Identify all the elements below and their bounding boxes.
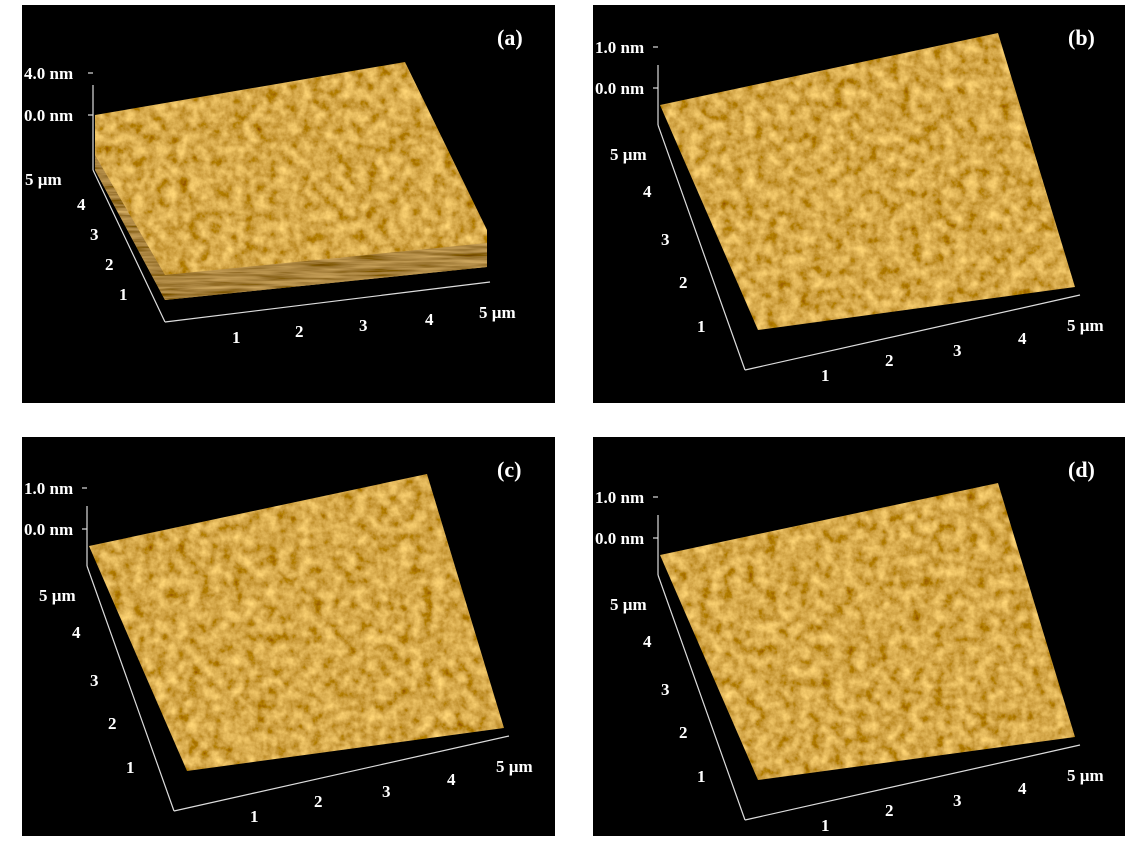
surface bbox=[89, 474, 504, 771]
y-axis bbox=[92, 169, 166, 323]
x-tick-label: 1 bbox=[250, 807, 259, 826]
y-tick-label: 5 µm bbox=[610, 145, 647, 164]
surface bbox=[95, 62, 487, 300]
x-tick-label: 2 bbox=[295, 322, 304, 341]
y-tick-label: 2 bbox=[679, 273, 688, 292]
x-tick-label: 5 µm bbox=[1067, 766, 1104, 785]
y-tick-label: 3 bbox=[661, 230, 670, 249]
x-tick-label: 3 bbox=[359, 316, 368, 335]
y-tick-label: 4 bbox=[77, 195, 86, 214]
x-tick-label: 3 bbox=[953, 341, 962, 360]
z-label: 1.0 nm bbox=[595, 488, 644, 507]
z-label: 1.0 nm bbox=[24, 479, 73, 498]
x-axis bbox=[164, 281, 491, 323]
panel-label: (d) bbox=[1068, 457, 1095, 482]
x-tick-label: 1 bbox=[232, 328, 241, 347]
x-tick-label: 2 bbox=[885, 351, 894, 370]
x-tick-label: 4 bbox=[1018, 329, 1027, 348]
y-axis bbox=[657, 574, 746, 821]
y-tick-label: 5 µm bbox=[610, 595, 647, 614]
y-axis bbox=[657, 124, 746, 371]
surface bbox=[660, 483, 1075, 780]
afm-panel: (c) 1.0 nm 0.0 nm 5 µm 4 3 2 1 1 2 3 4 5 µm bbox=[22, 437, 555, 836]
x-axis bbox=[744, 294, 1081, 371]
surface bbox=[660, 33, 1075, 330]
x-axis bbox=[744, 744, 1081, 821]
x-tick-label: 3 bbox=[953, 791, 962, 810]
z-label: 4.0 nm bbox=[24, 64, 73, 83]
x-tick-label: 1 bbox=[821, 816, 830, 835]
z-label: 0.0 nm bbox=[24, 106, 73, 125]
x-tick-label: 3 bbox=[382, 782, 391, 801]
panel-label: (c) bbox=[497, 457, 521, 482]
panel-label: (a) bbox=[497, 25, 523, 50]
y-tick-label: 1 bbox=[697, 767, 706, 786]
y-tick-label: 1 bbox=[126, 758, 135, 777]
y-tick-label: 1 bbox=[119, 285, 128, 304]
z-label: 1.0 nm bbox=[595, 38, 644, 57]
y-tick-label: 4 bbox=[72, 623, 81, 642]
panel-label: (b) bbox=[1068, 25, 1095, 50]
x-tick-label: 5 µm bbox=[1067, 316, 1104, 335]
x-tick-label: 4 bbox=[1018, 779, 1027, 798]
y-tick-label: 5 µm bbox=[39, 586, 76, 605]
x-tick-label: 4 bbox=[447, 770, 456, 789]
y-tick-label: 4 bbox=[643, 632, 652, 651]
y-tick-label: 3 bbox=[90, 671, 99, 690]
y-tick-label: 2 bbox=[105, 255, 114, 274]
x-tick-label: 5 µm bbox=[479, 303, 516, 322]
x-tick-label: 5 µm bbox=[496, 757, 533, 776]
x-tick-label: 1 bbox=[821, 366, 830, 385]
y-tick-label: 4 bbox=[643, 182, 652, 201]
y-tick-label: 5 µm bbox=[25, 170, 62, 189]
surface-wall bbox=[95, 155, 487, 300]
x-axis bbox=[173, 735, 510, 812]
x-tick-label: 4 bbox=[425, 310, 434, 329]
afm-panel: (b) 1.0 nm 0.0 nm 5 µm 4 3 2 1 1 2 3 4 5 µm bbox=[593, 5, 1125, 403]
y-tick-label: 2 bbox=[108, 714, 117, 733]
x-tick-label: 2 bbox=[885, 801, 894, 820]
y-axis bbox=[86, 565, 175, 812]
y-tick-label: 1 bbox=[697, 317, 706, 336]
y-tick-label: 3 bbox=[661, 680, 670, 699]
afm-panel: (d) 1.0 nm 0.0 nm 5 µm 4 3 2 1 1 2 3 4 5 µm bbox=[593, 437, 1125, 836]
x-tick-label: 2 bbox=[314, 792, 323, 811]
y-tick-label: 2 bbox=[679, 723, 688, 742]
z-label: 0.0 nm bbox=[24, 520, 73, 539]
z-label: 0.0 nm bbox=[595, 529, 644, 548]
y-tick-label: 3 bbox=[90, 225, 99, 244]
z-label: 0.0 nm bbox=[595, 79, 644, 98]
